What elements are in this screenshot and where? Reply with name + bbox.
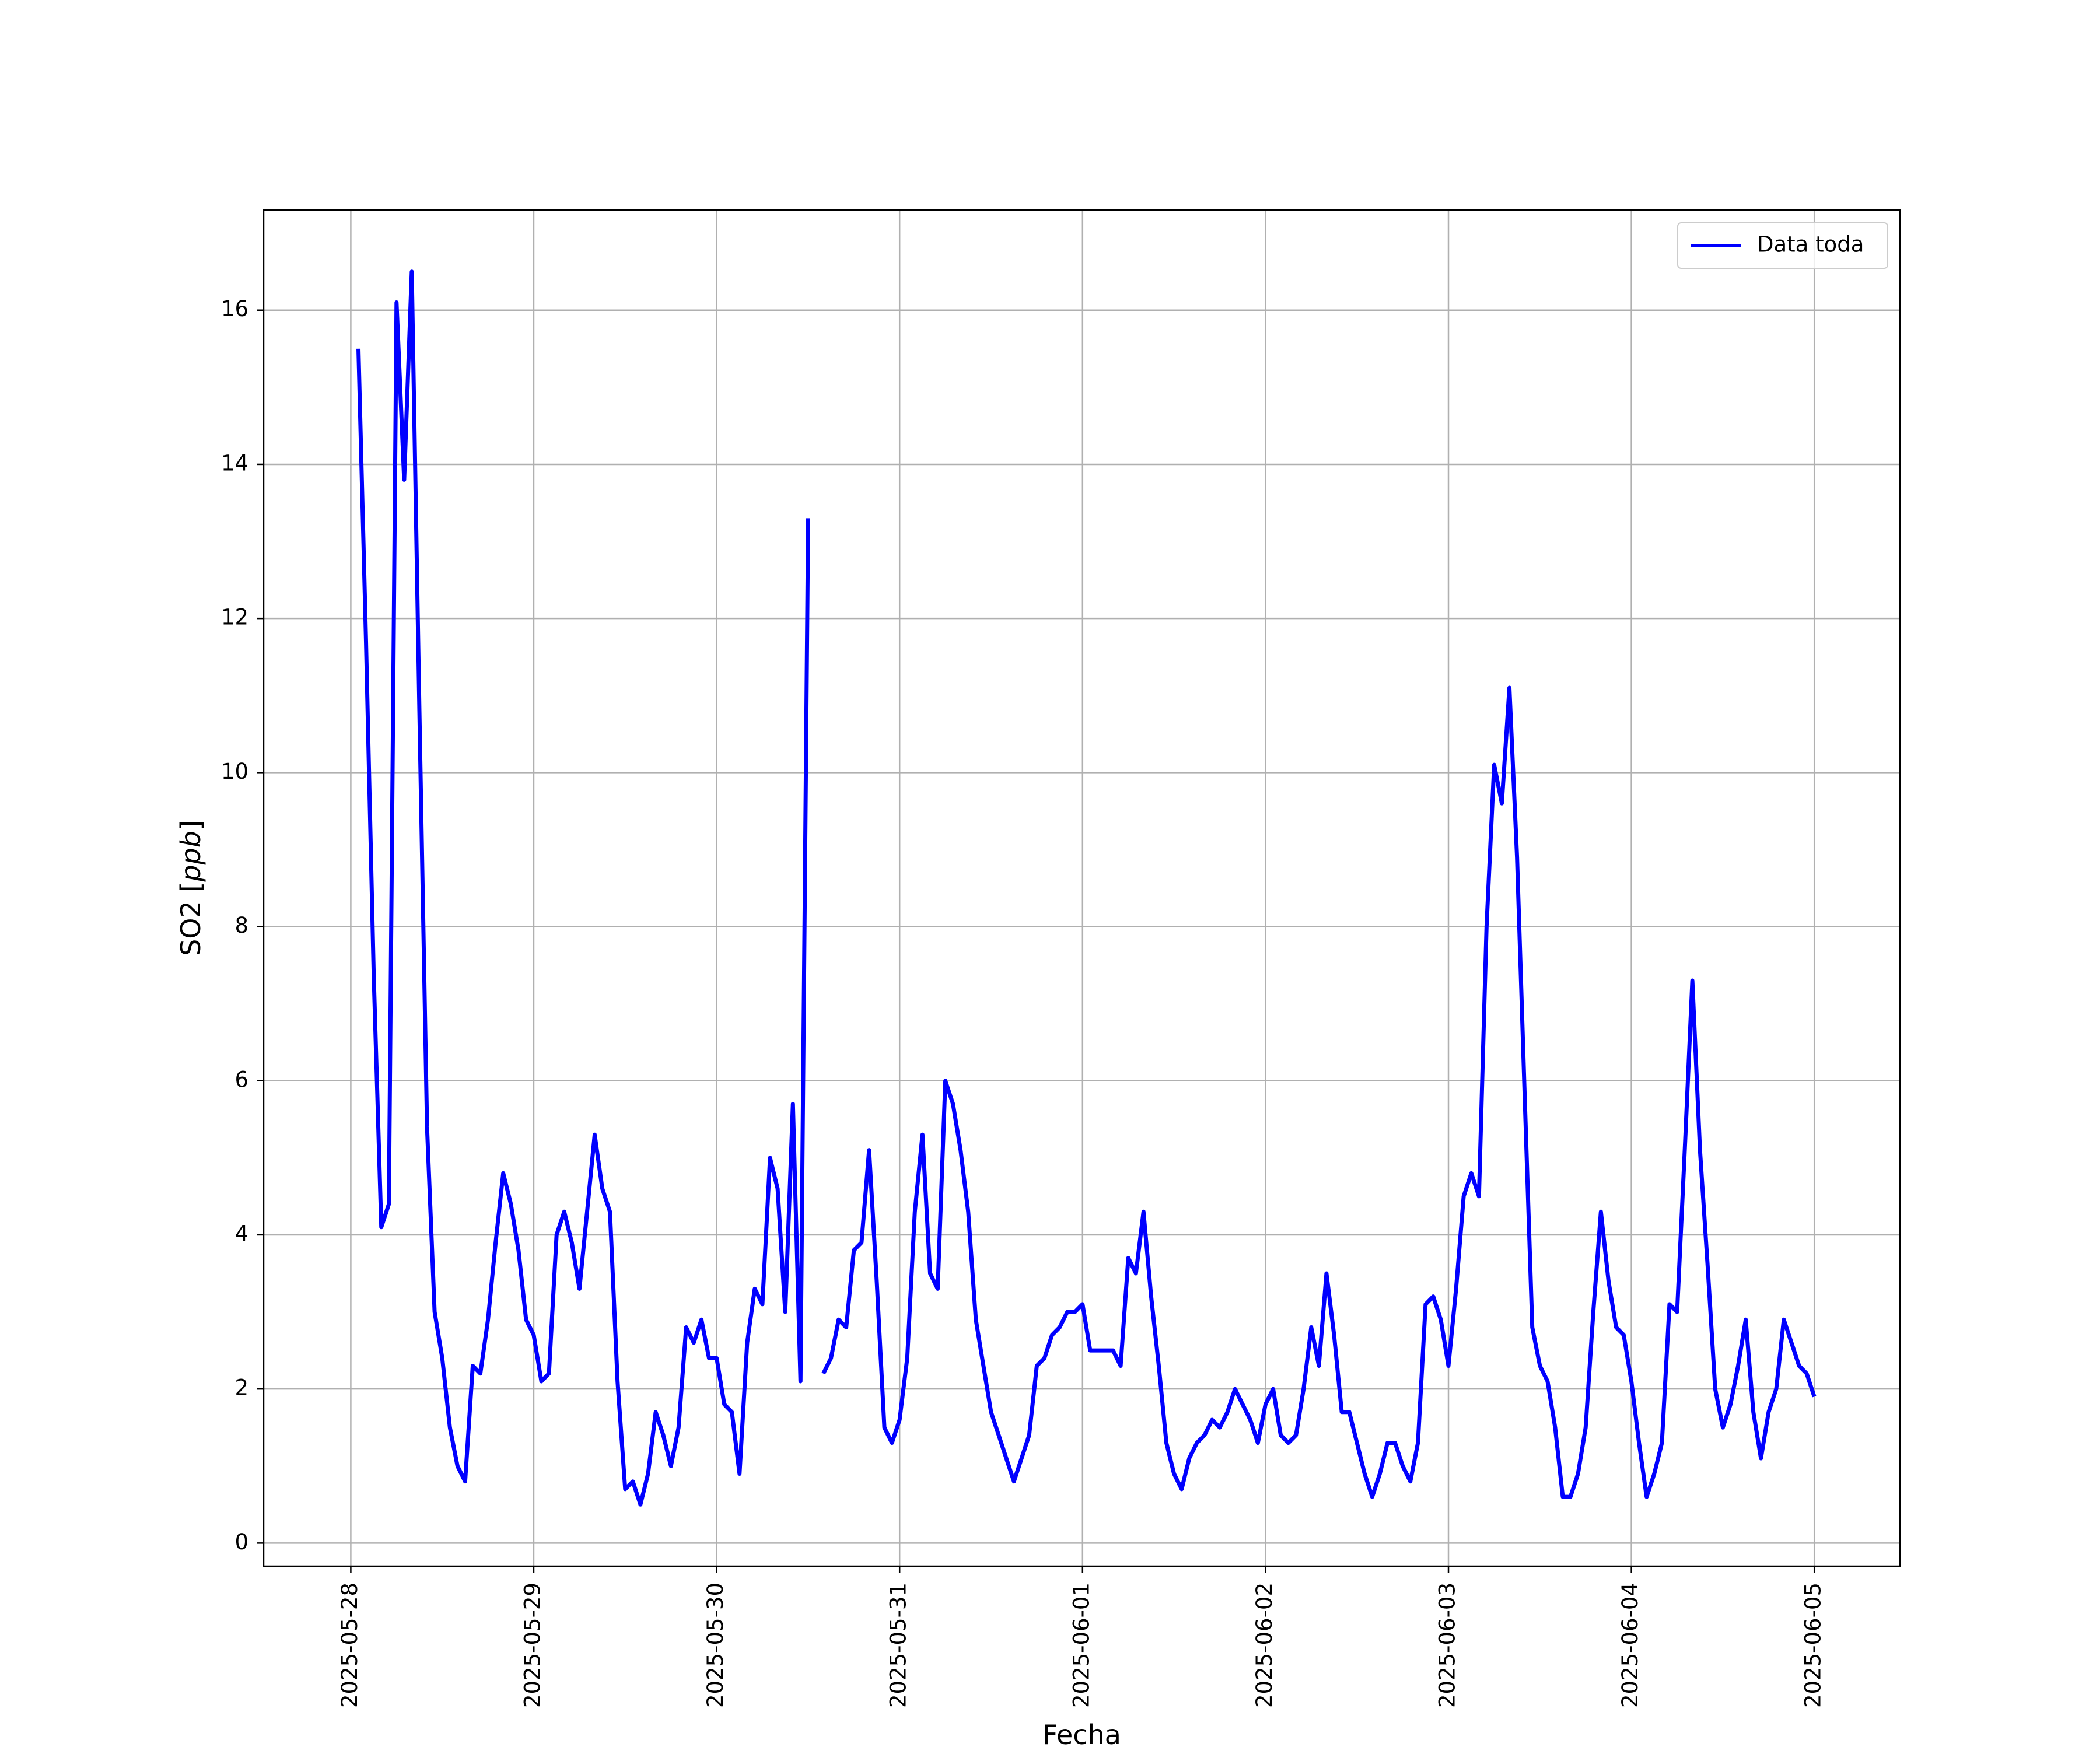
series-lines	[356, 270, 1817, 1507]
y-axis-title-close: ]	[175, 820, 206, 831]
x-tick-label: 2025-05-31	[886, 1583, 911, 1708]
y-tick-label: 14	[221, 450, 249, 475]
legend-box	[1677, 222, 1888, 269]
y-axis: 0 2 4 6 8 10 12 14 16	[221, 296, 264, 1555]
legend-label-data-toda: Data toda	[1757, 232, 1864, 257]
y-tick-label: 0	[235, 1530, 249, 1555]
y-axis-title-text: SO2 [	[175, 882, 206, 956]
x-tick-label: 2025-05-29	[520, 1583, 545, 1708]
series-line-data-toda	[821, 685, 1817, 1499]
x-tick-label: 2025-06-03	[1435, 1583, 1460, 1708]
legend: Data toda	[1677, 222, 1888, 269]
y-tick-label: 10	[221, 759, 249, 784]
x-tick-label: 2025-06-01	[1069, 1583, 1094, 1708]
x-axis-title: Fecha	[1042, 1719, 1121, 1750]
y-axis-title-unit: ppb	[175, 831, 206, 883]
y-tick-label: 16	[221, 296, 249, 321]
x-axis: 2025-05-28 2025-05-29 2025-05-30 2025-05-31…	[337, 1566, 1826, 1708]
x-tick-label: 2025-05-28	[337, 1583, 362, 1708]
y-tick-label: 4	[235, 1221, 249, 1246]
x-tick-label: 2025-06-05	[1801, 1583, 1826, 1708]
x-tick-label: 2025-06-04	[1618, 1583, 1643, 1708]
grid-lines	[264, 210, 1900, 1566]
y-tick-label: 12	[221, 605, 249, 630]
series-line-data-toda	[356, 270, 810, 1507]
y-axis-title: SO2 [ppb]	[175, 820, 206, 956]
y-tick-label: 8	[235, 913, 249, 938]
plot-frame	[262, 209, 1901, 1567]
x-tick-label: 2025-05-30	[703, 1583, 728, 1708]
y-tick-label: 2	[235, 1376, 249, 1401]
y-tick-label: 6	[235, 1067, 249, 1092]
x-tick-label: 2025-06-02	[1252, 1583, 1277, 1708]
